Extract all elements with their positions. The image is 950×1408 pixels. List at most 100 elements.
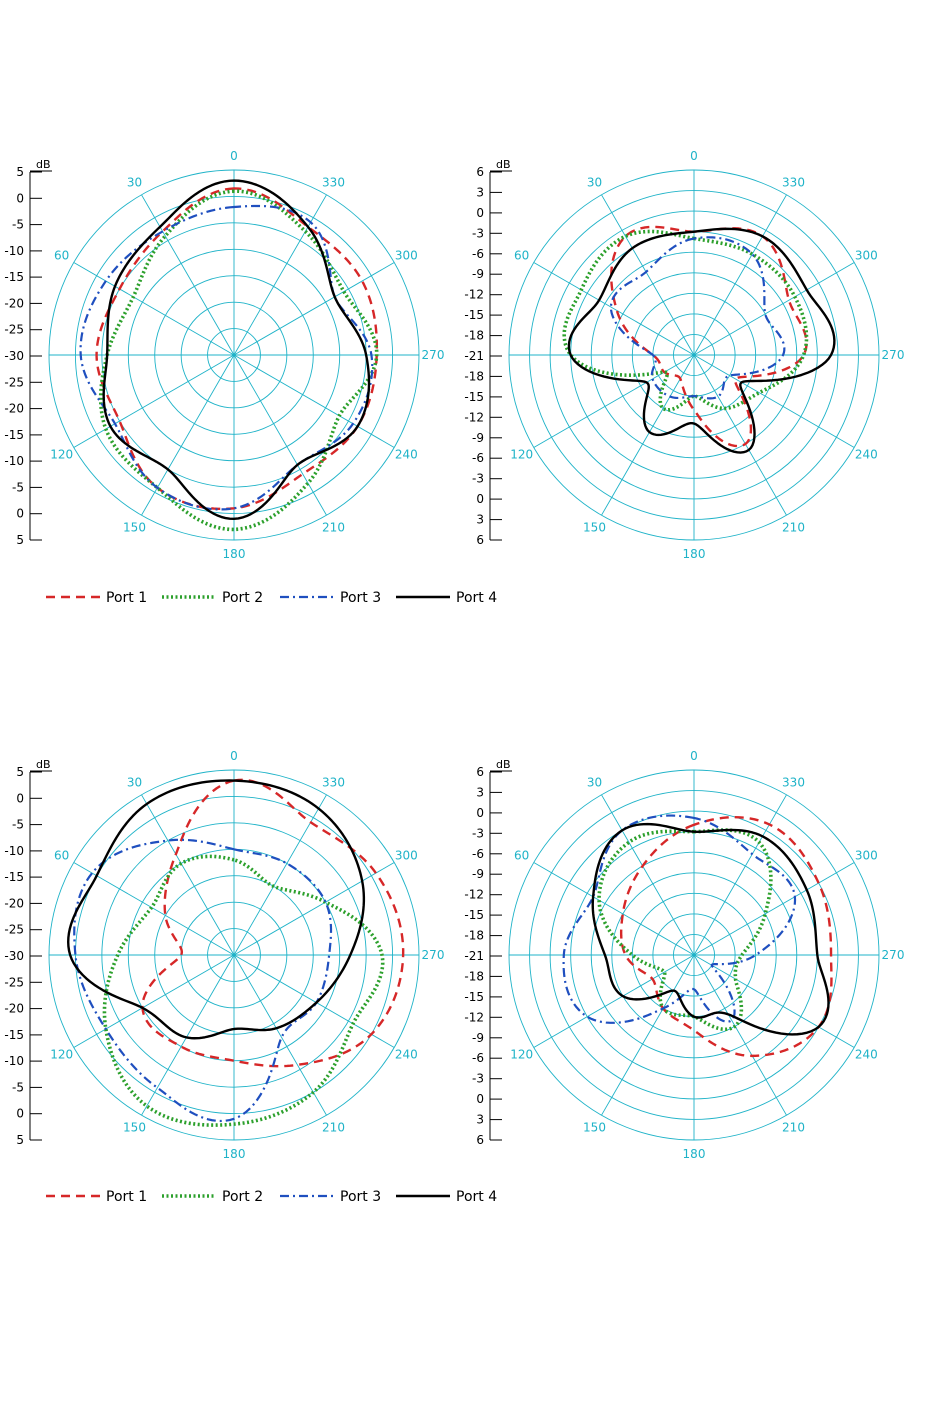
angle-label: 330 xyxy=(782,176,805,190)
r-tick-label: -15 xyxy=(4,1028,24,1042)
angle-label: 300 xyxy=(855,849,878,863)
series-port-4-curve xyxy=(102,179,371,521)
series-port-1-curve xyxy=(141,778,405,1068)
angle-label: 180 xyxy=(683,1147,706,1161)
r-tick-label: -25 xyxy=(4,975,24,989)
grid-spoke xyxy=(693,194,787,356)
grid-spoke xyxy=(533,954,695,1048)
polar-chart-2: 03060120150180210240270300330dB630-3-6-9… xyxy=(464,149,904,561)
r-tick-label: -18 xyxy=(464,929,484,943)
r-tick-label: -25 xyxy=(4,923,24,937)
r-tick-label: -5 xyxy=(12,218,24,232)
r-tick-label: -20 xyxy=(4,1002,24,1016)
grid-spoke xyxy=(601,954,695,1116)
grid-spoke xyxy=(73,954,235,1048)
angle-label: 330 xyxy=(322,176,345,190)
legend-label: Port 4 xyxy=(456,1189,497,1205)
angle-label: 150 xyxy=(123,1120,146,1134)
series-port-4-curve xyxy=(591,822,830,1036)
series-port-2-curve xyxy=(98,189,379,532)
r-tick-label: 6 xyxy=(476,533,484,547)
r-tick-label: -15 xyxy=(4,270,24,284)
grid-spoke xyxy=(693,862,855,956)
r-tick-label: -10 xyxy=(4,1054,24,1068)
series-port-3-curve xyxy=(562,814,797,1024)
angle-label: 60 xyxy=(54,249,69,263)
legend-item-port-4: Port 4 xyxy=(396,590,497,606)
r-tick-label: 0 xyxy=(476,492,484,506)
legend-item-port-2: Port 2 xyxy=(162,1189,263,1205)
grid-spoke xyxy=(141,194,235,356)
r-tick-label: -12 xyxy=(464,410,484,424)
r-tick-label: 0 xyxy=(476,206,484,220)
r-tick-label: 6 xyxy=(476,165,484,179)
angle-label: 120 xyxy=(510,1048,533,1062)
r-tick-label: -9 xyxy=(472,1031,484,1045)
angle-label: 210 xyxy=(782,1120,805,1134)
legend-bottom: Port 1 Port 2 Port 3 Port 4 xyxy=(46,1189,497,1205)
series-port-4-curve xyxy=(67,779,366,1040)
grid-spoke xyxy=(73,354,235,448)
r-tick-label: 5 xyxy=(16,1133,24,1147)
angle-label: 210 xyxy=(322,1120,345,1134)
polar-chart-3: 0 30 60 120 150 180 210 240 270 300 330 dB 5 0 -5 -10 -1… xyxy=(4,749,444,1161)
r-tick-label: -6 xyxy=(472,847,484,861)
legend-item-port-3: Port 3 xyxy=(280,1189,381,1205)
r-axis-unit: dB xyxy=(496,758,511,771)
angle-label: 60 xyxy=(514,849,529,863)
r-tick-label: -3 xyxy=(472,472,484,486)
angle-label: 120 xyxy=(50,448,73,462)
r-tick-label: -15 xyxy=(4,428,24,442)
r-tick-label: -6 xyxy=(472,247,484,261)
r-tick-label: -12 xyxy=(464,888,484,902)
grid-spoke xyxy=(693,794,787,956)
r-tick-label: -3 xyxy=(472,826,484,840)
r-tick-label: -30 xyxy=(4,349,24,363)
angle-label: 270 xyxy=(882,348,905,362)
angle-label: 180 xyxy=(683,547,706,561)
r-tick-label: -15 xyxy=(464,308,484,322)
r-tick-label: 6 xyxy=(476,1133,484,1147)
r-tick-label: -21 xyxy=(464,349,484,363)
r-tick-label: 3 xyxy=(476,1113,484,1127)
grid-spoke xyxy=(233,354,327,516)
angle-label: 330 xyxy=(322,776,345,790)
r-tick-label: -25 xyxy=(4,375,24,389)
r-tick-label: -15 xyxy=(4,870,24,884)
grid-spoke xyxy=(233,194,327,356)
angle-label: 30 xyxy=(127,776,142,790)
r-axis-unit: dB xyxy=(36,758,51,771)
series-port-3-curve xyxy=(73,838,333,1123)
r-tick-label: 0 xyxy=(16,507,24,521)
grid-spoke xyxy=(693,954,787,1116)
angle-label: 240 xyxy=(855,1048,878,1062)
grid-spoke xyxy=(233,354,395,448)
series-port-2-curve xyxy=(562,229,809,412)
legend-item-port-2: Port 2 xyxy=(162,590,263,606)
angle-label: 120 xyxy=(50,1048,73,1062)
series-port-1-curve xyxy=(619,815,833,1058)
r-tick-label: -20 xyxy=(4,896,24,910)
r-tick-label: 0 xyxy=(476,806,484,820)
grid-spoke xyxy=(693,354,787,516)
grid-spoke xyxy=(141,954,235,1116)
polar-chart-1: 0 30 60 120 150 180 210 240 270 300 330 dB 5 0 -5 -10 -1… xyxy=(4,149,444,561)
r-axis-unit: dB xyxy=(496,158,511,171)
r-tick-label: 3 xyxy=(476,513,484,527)
polar-chart-4: 03060120150180210240270300330dB630-3-6-9… xyxy=(464,749,904,1161)
grid-spoke xyxy=(233,954,395,1048)
r-tick-label: -18 xyxy=(464,969,484,983)
legend-item-port-1: Port 1 xyxy=(46,1189,147,1205)
angle-label: 150 xyxy=(583,520,606,534)
r-tick-label: -20 xyxy=(4,402,24,416)
legend-label: Port 3 xyxy=(340,590,381,606)
angle-label: 270 xyxy=(422,948,445,962)
legend-top: Port 1 Port 2 Port 3 Port 4 xyxy=(46,590,497,606)
angle-label: 240 xyxy=(855,448,878,462)
legend-label: Port 2 xyxy=(222,590,263,606)
r-tick-label: 0 xyxy=(16,791,24,805)
angle-label: 60 xyxy=(514,249,529,263)
angle-label: 30 xyxy=(587,776,602,790)
grid-spoke xyxy=(693,354,855,448)
r-tick-label: -5 xyxy=(12,818,24,832)
